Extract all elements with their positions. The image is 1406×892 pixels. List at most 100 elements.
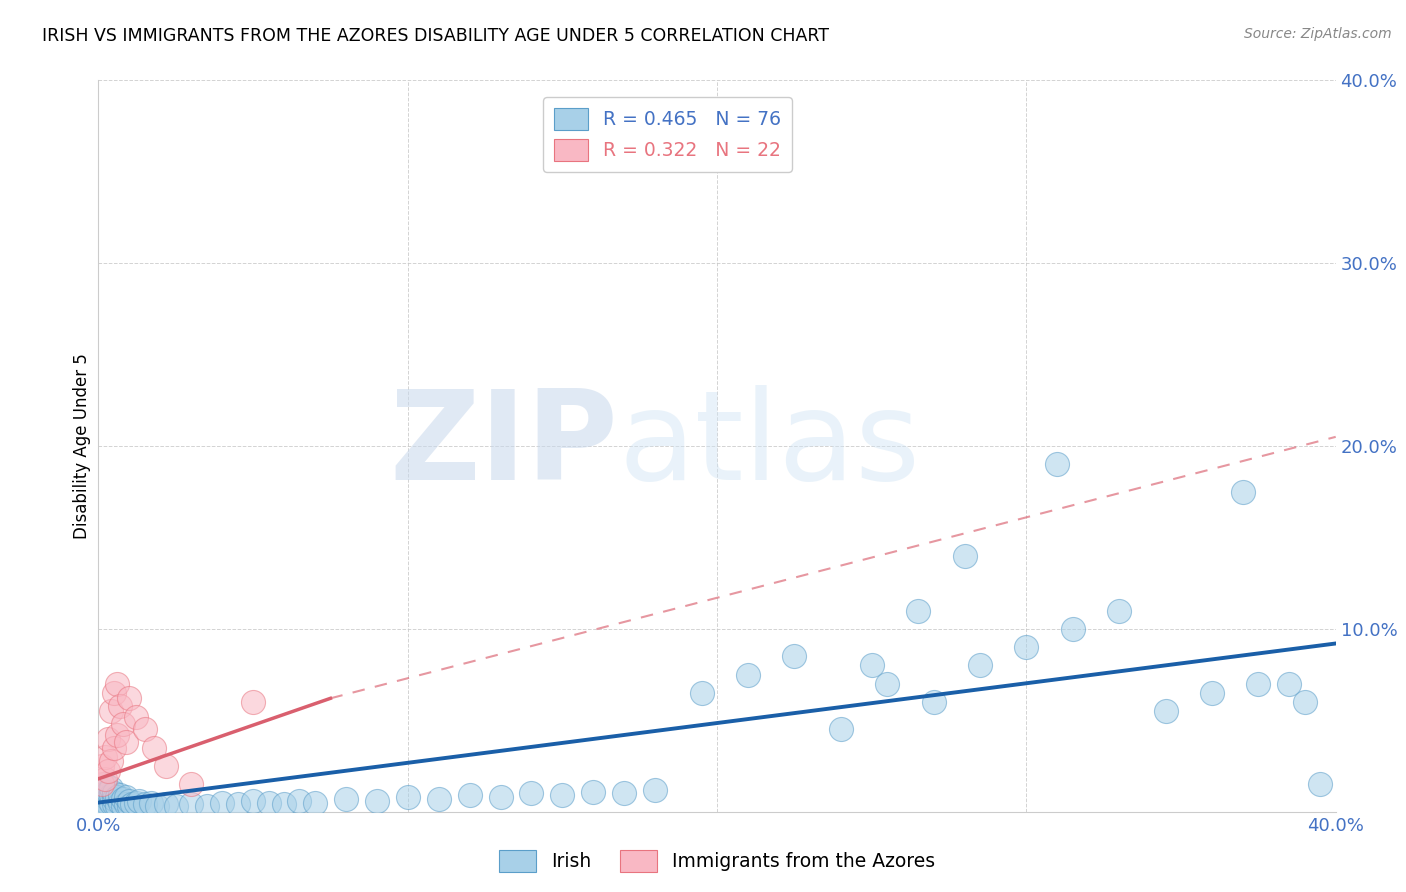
Point: [100, 704, 122, 718]
Point: [124, 709, 146, 723]
Point: [335, 792, 357, 806]
Text: Source: ZipAtlas.com: Source: ZipAtlas.com: [1244, 27, 1392, 41]
Point: [690, 686, 713, 700]
Point: [876, 676, 898, 690]
Point: [1108, 603, 1130, 617]
Point: [1154, 704, 1177, 718]
Point: [105, 728, 128, 742]
Point: [90, 777, 112, 791]
Point: [115, 797, 138, 812]
Point: [1232, 484, 1254, 499]
Point: [103, 740, 125, 755]
Point: [100, 780, 122, 795]
Point: [907, 603, 929, 617]
Point: [139, 796, 162, 810]
Point: [830, 723, 852, 737]
Point: [520, 787, 543, 801]
Point: [489, 790, 512, 805]
Point: [115, 790, 138, 805]
Point: [112, 799, 135, 814]
Point: [105, 799, 128, 814]
Point: [108, 698, 131, 713]
Point: [124, 796, 146, 810]
Point: [93, 749, 115, 764]
Point: [100, 754, 122, 768]
Point: [134, 723, 156, 737]
Point: [860, 658, 883, 673]
Point: [115, 735, 138, 749]
Point: [155, 797, 177, 812]
Point: [427, 792, 450, 806]
Point: [105, 790, 128, 805]
Point: [118, 691, 141, 706]
Point: [118, 794, 141, 808]
Point: [100, 796, 122, 810]
Point: [1309, 777, 1331, 791]
Point: [644, 782, 666, 797]
Point: [143, 740, 166, 755]
Point: [112, 792, 135, 806]
Point: [90, 782, 112, 797]
Point: [100, 789, 122, 803]
Point: [155, 759, 177, 773]
Point: [103, 797, 125, 812]
Point: [90, 796, 112, 810]
Text: atlas: atlas: [619, 385, 920, 507]
Point: [97, 764, 120, 779]
Legend: Irish, Immigrants from the Azores: Irish, Immigrants from the Azores: [491, 842, 943, 880]
Point: [128, 794, 150, 808]
Point: [93, 777, 115, 791]
Point: [737, 667, 759, 681]
Point: [97, 792, 120, 806]
Point: [93, 799, 115, 814]
Point: [366, 794, 388, 808]
Text: IRISH VS IMMIGRANTS FROM THE AZORES DISABILITY AGE UNDER 5 CORRELATION CHART: IRISH VS IMMIGRANTS FROM THE AZORES DISA…: [42, 27, 830, 45]
Point: [1046, 458, 1069, 472]
Point: [1278, 676, 1301, 690]
Point: [953, 549, 976, 563]
Point: [105, 676, 128, 690]
Point: [121, 797, 143, 812]
Point: [1062, 622, 1084, 636]
Point: [396, 790, 419, 805]
Point: [613, 787, 636, 801]
Point: [1201, 686, 1223, 700]
Point: [273, 797, 295, 812]
Point: [1015, 640, 1038, 655]
Point: [103, 787, 125, 801]
Point: [93, 772, 115, 786]
Point: [93, 787, 115, 801]
Point: [304, 796, 326, 810]
Point: [97, 731, 120, 746]
Y-axis label: Disability Age Under 5: Disability Age Under 5: [73, 353, 91, 539]
Point: [226, 797, 249, 812]
Point: [288, 794, 311, 808]
Point: [97, 797, 120, 812]
Point: [1247, 676, 1270, 690]
Point: [180, 797, 202, 812]
Point: [146, 799, 169, 814]
Point: [134, 797, 156, 812]
Point: [969, 658, 991, 673]
Point: [242, 794, 264, 808]
Point: [103, 686, 125, 700]
Point: [108, 789, 131, 803]
Point: [97, 801, 120, 815]
Point: [211, 796, 233, 810]
Point: [93, 794, 115, 808]
Point: [180, 777, 202, 791]
Point: [242, 695, 264, 709]
Point: [90, 790, 112, 805]
Point: [118, 799, 141, 814]
Point: [97, 784, 120, 798]
Point: [90, 759, 112, 773]
Text: ZIP: ZIP: [389, 385, 619, 507]
Point: [458, 789, 481, 803]
Point: [195, 799, 218, 814]
Point: [582, 784, 605, 798]
Point: [551, 789, 574, 803]
Point: [112, 717, 135, 731]
Point: [103, 792, 125, 806]
Point: [783, 649, 806, 664]
Point: [922, 695, 945, 709]
